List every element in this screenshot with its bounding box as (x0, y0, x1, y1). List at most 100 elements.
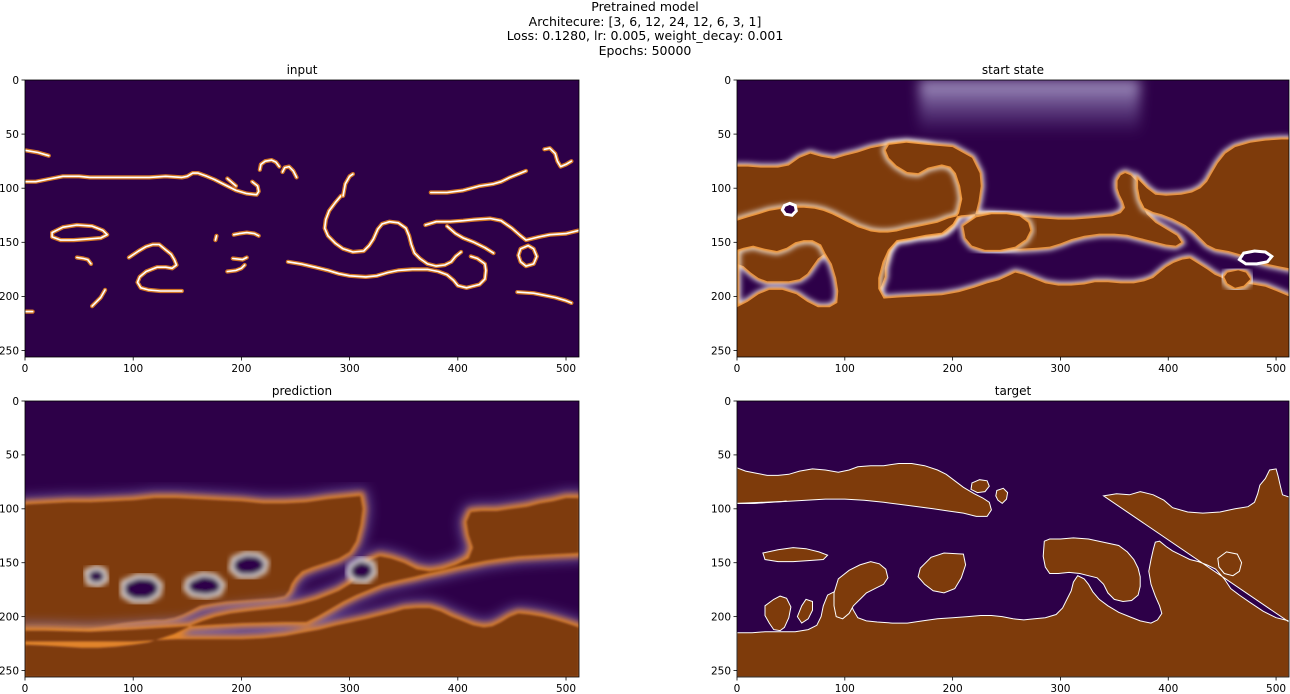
filled-region (1042, 537, 1141, 603)
contour-line (232, 256, 248, 261)
filled-region (1138, 139, 1289, 269)
x-tick-label: 300 (1050, 363, 1070, 375)
panel-target: target 0 100 200 300 400 500 0 50 100 150 200 250 (711, 384, 1290, 694)
suptitle-line: Epochs: 50000 (598, 42, 692, 58)
panel-start-state: start state 0 100 200 300 400 500 0 50 100 150 200 2… (711, 63, 1290, 375)
y-tick-label: 150 (0, 237, 19, 249)
y-tick-label: 150 (711, 237, 731, 249)
axes-frame (736, 400, 1290, 678)
contour-line (214, 235, 218, 241)
x-tick-label: 0 (22, 363, 29, 375)
x-tick-label: 500 (1266, 683, 1286, 694)
x-tick-label: 100 (123, 363, 143, 375)
hole-region (737, 500, 787, 504)
y-tick-label: 100 (0, 183, 19, 195)
contour-line (446, 225, 495, 254)
x-tick-label: 0 (734, 363, 741, 375)
contour-line (281, 165, 298, 179)
contour-line (51, 224, 108, 241)
contour-line (323, 195, 462, 267)
contour-line (76, 256, 92, 265)
y-tick-label: 200 (711, 611, 731, 623)
x-tick-label: 100 (835, 363, 855, 375)
panel-title: start state (982, 63, 1044, 77)
y-tick-label: 50 (6, 129, 19, 141)
x-tick-label: 300 (340, 363, 360, 375)
top-haze (919, 80, 1140, 136)
filled-region (25, 498, 579, 677)
suptitle-line: Architecure: [3, 6, 12, 24, 12, 6, 3, 1] (528, 13, 762, 29)
hole-region (183, 571, 226, 599)
y-tick-label: 100 (711, 183, 731, 195)
figure-suptitle: Pretrained model Architecure: [3, 6, 12,… (0, 0, 1290, 58)
x-tick-label: 500 (1266, 363, 1286, 375)
x-tick-label: 200 (231, 683, 251, 694)
x-tick-label: 300 (340, 683, 360, 694)
x-tick-label: 200 (943, 363, 963, 375)
x-tick-label: 100 (123, 683, 143, 694)
y-tick-label: 200 (711, 291, 731, 303)
filled-region (1217, 551, 1243, 577)
y-tick-label: 0 (724, 396, 731, 408)
panel-title: prediction (272, 384, 332, 398)
filled-region (764, 595, 792, 632)
y-tick-label: 50 (718, 129, 731, 141)
axes-frame (24, 400, 580, 678)
axes-frame (24, 79, 580, 358)
heatmap-content (737, 463, 1289, 677)
hole-region (1237, 249, 1274, 266)
filled-region (833, 561, 889, 620)
hole-region (228, 551, 270, 579)
x-tick-label: 300 (1050, 683, 1070, 694)
x-tick-label: 0 (22, 683, 29, 694)
panel-title: input (287, 63, 318, 77)
filled-region (1224, 270, 1251, 288)
heatmap-content (737, 80, 1289, 357)
x-tick-label: 500 (556, 683, 576, 694)
contour-line (543, 147, 573, 168)
contour-line (259, 159, 281, 171)
y-tick-label: 150 (0, 558, 19, 570)
contour-line (91, 289, 106, 307)
filled-region (917, 552, 967, 594)
y-tick-label: 150 (711, 558, 731, 570)
y-tick-label: 250 (711, 345, 731, 357)
contour-line (430, 170, 527, 194)
axes-frame (736, 79, 1290, 358)
heatmap-content (25, 146, 579, 314)
contour-line (226, 177, 237, 187)
filled-region (970, 479, 990, 494)
y-tick-label: 250 (711, 665, 731, 677)
filled-region (25, 495, 363, 631)
contour-line (25, 172, 260, 196)
hole-region (120, 574, 163, 603)
x-tick-label: 200 (231, 363, 251, 375)
y-tick-label: 100 (711, 504, 731, 516)
filled-region (995, 487, 1009, 505)
contour-line (287, 255, 487, 289)
contour-line (424, 217, 579, 241)
y-tick-label: 100 (0, 504, 19, 516)
x-tick-label: 0 (734, 683, 741, 694)
y-tick-label: 200 (0, 291, 19, 303)
contour-line (517, 244, 538, 267)
filled-region (796, 598, 813, 624)
panel-prediction: prediction 0 100 200 300 400 500 0 50 100 150 200 25… (0, 384, 580, 694)
contour-line (342, 173, 354, 197)
x-tick-label: 400 (448, 683, 468, 694)
suptitle-line: Pretrained model (591, 0, 699, 14)
contour-line (226, 264, 246, 273)
filled-region (737, 142, 1289, 357)
y-tick-label: 0 (12, 396, 19, 408)
filled-region (963, 214, 1031, 250)
filled-region (762, 547, 829, 563)
x-tick-label: 400 (1158, 363, 1178, 375)
hole-region (83, 565, 109, 587)
y-tick-label: 50 (718, 450, 731, 462)
contour-line (25, 149, 50, 157)
panel-title: target (995, 384, 1032, 398)
heatmap-content (25, 488, 579, 677)
contour-line (128, 243, 183, 292)
x-tick-label: 200 (943, 683, 963, 694)
